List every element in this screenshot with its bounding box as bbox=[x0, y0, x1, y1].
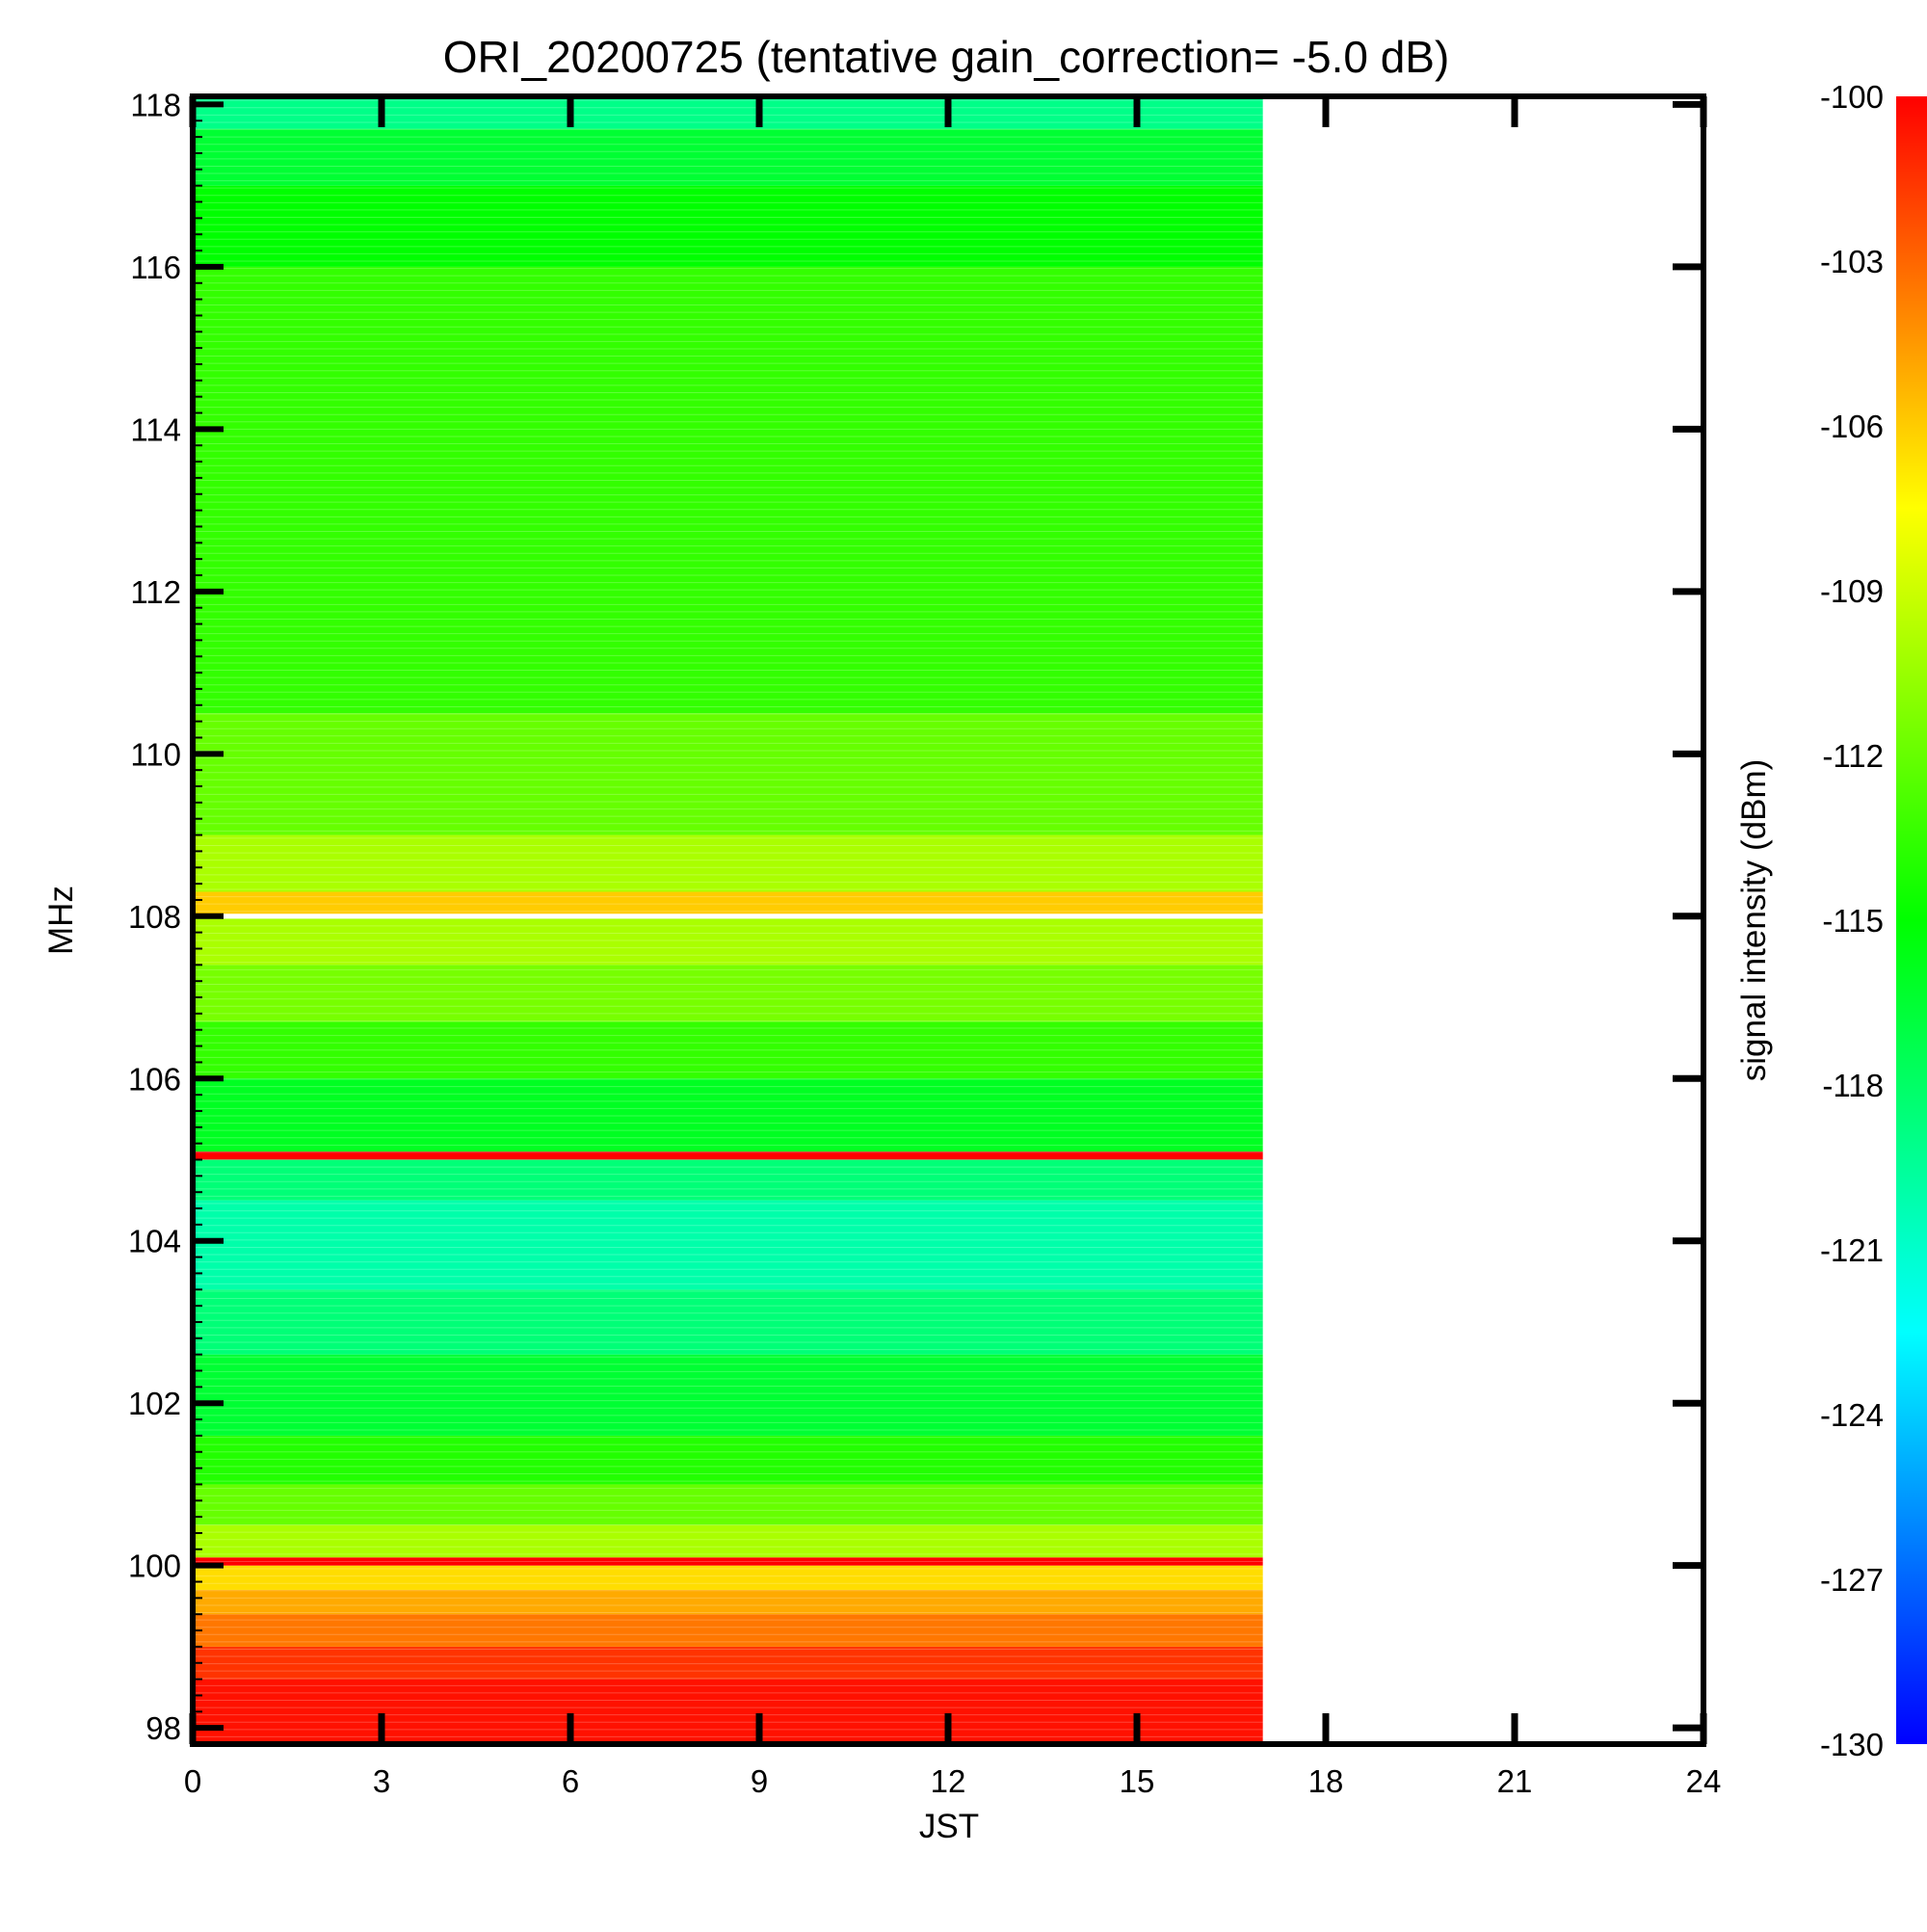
colorbar-tick-label: -103 bbox=[1820, 244, 1884, 279]
x-tick-label: 6 bbox=[562, 1763, 579, 1799]
colorbar: -100 -103 -106 -109 -112 -115 -118 -121 -124 -127… bbox=[1820, 79, 1927, 1762]
x-tick-label: 3 bbox=[373, 1763, 390, 1799]
x-tick-label: 24 bbox=[1686, 1763, 1722, 1799]
colorbar-tick-label: -130 bbox=[1820, 1727, 1884, 1762]
colorbar-gradient bbox=[1896, 96, 1927, 1744]
heatmap-band bbox=[193, 891, 1263, 914]
colorbar-tick-label: -121 bbox=[1820, 1232, 1884, 1268]
colorbar-tick-label: -124 bbox=[1820, 1397, 1884, 1433]
x-axis: 0 3 6 9 12 15 18 21 24 bbox=[184, 96, 1722, 1799]
y-tick-label: 104 bbox=[128, 1224, 181, 1259]
y-tick-label: 116 bbox=[130, 250, 181, 285]
y-tick-label: 102 bbox=[128, 1386, 181, 1421]
heatmap-band bbox=[193, 1565, 1263, 1590]
heatmap-band bbox=[193, 1078, 1263, 1152]
heatmap-band bbox=[193, 185, 1263, 267]
x-tick-label: 18 bbox=[1308, 1763, 1344, 1799]
x-tick-label: 0 bbox=[184, 1763, 201, 1799]
x-axis-label: JST bbox=[919, 1808, 979, 1845]
heatmap-band bbox=[193, 1159, 1263, 1201]
y-tick-label: 112 bbox=[130, 574, 181, 610]
colorbar-tick-label: -106 bbox=[1820, 409, 1884, 444]
heatmap-band bbox=[193, 128, 1263, 186]
heatmap-band bbox=[193, 1289, 1263, 1355]
heatmap-band bbox=[193, 1021, 1263, 1079]
x-tick-label: 12 bbox=[931, 1763, 966, 1799]
heatmap-texture bbox=[193, 99, 1263, 1745]
colorbar-tick-label: -109 bbox=[1820, 573, 1884, 609]
heatmap-band bbox=[193, 1614, 1263, 1647]
colorbar-tick-label: -112 bbox=[1822, 738, 1884, 774]
heatmap-band bbox=[193, 1354, 1263, 1436]
heatmap-band bbox=[193, 1646, 1263, 1680]
y-tick-label: 100 bbox=[128, 1548, 181, 1584]
y-tick-label: 108 bbox=[128, 899, 181, 935]
colorbar-tick-label: -100 bbox=[1820, 79, 1884, 115]
colorbar-tick-label: -118 bbox=[1822, 1068, 1884, 1103]
x-tick-label: 15 bbox=[1120, 1763, 1155, 1799]
heatmap-band bbox=[193, 1435, 1263, 1485]
y-axis: 98 100 102 104 106 108 110 112 114 116 118 bbox=[128, 87, 1703, 1746]
heatmap-band bbox=[193, 965, 1263, 1022]
heatmap-band bbox=[193, 713, 1263, 835]
y-tick-label: 110 bbox=[130, 736, 181, 772]
heatmap-band bbox=[193, 1589, 1263, 1615]
y-tick-label: 118 bbox=[130, 87, 181, 122]
y-axis-label: MHz bbox=[42, 886, 80, 955]
colorbar-tick-label: -127 bbox=[1820, 1562, 1884, 1598]
heatmap-band bbox=[193, 1557, 1263, 1566]
heatmap-band bbox=[193, 834, 1263, 892]
colorbar-tick-label: -115 bbox=[1822, 903, 1884, 939]
y-tick-label: 98 bbox=[145, 1710, 181, 1746]
plot-area bbox=[190, 93, 1706, 1747]
y-tick-label: 106 bbox=[128, 1061, 181, 1097]
heatmap-band bbox=[193, 1679, 1263, 1744]
heatmap-band bbox=[193, 1151, 1263, 1160]
x-tick-label: 21 bbox=[1497, 1763, 1533, 1799]
heatmap-band bbox=[193, 1524, 1263, 1558]
heatmap-band bbox=[193, 1200, 1263, 1290]
y-tick-label: 114 bbox=[130, 411, 181, 447]
chart-title: ORI_20200725 (tentative gain_correction=… bbox=[443, 32, 1450, 82]
heatmap-band bbox=[193, 96, 1263, 129]
colorbar-label: signal intensity (dBm) bbox=[1735, 759, 1773, 1082]
x-tick-label: 9 bbox=[751, 1763, 768, 1799]
heatmap-band bbox=[193, 266, 1263, 714]
heatmap-band bbox=[193, 1484, 1263, 1525]
heatmap-band bbox=[193, 918, 1263, 966]
